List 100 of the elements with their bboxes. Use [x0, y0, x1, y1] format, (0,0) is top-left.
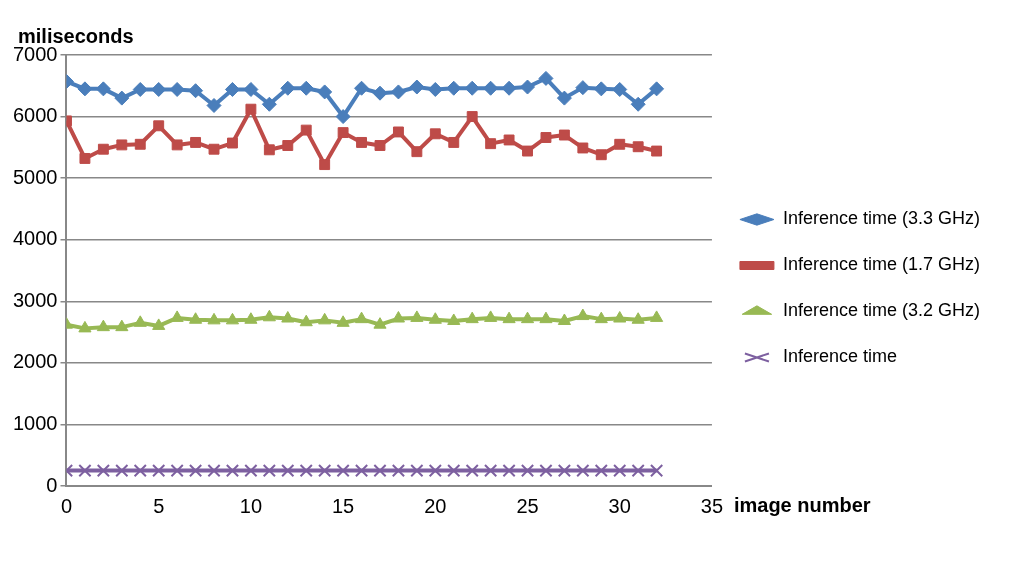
x-tick-label: 35 [700, 494, 724, 517]
y-tick-label: 6000 [12, 104, 58, 127]
point [558, 129, 570, 141]
y-tick-label: 3000 [12, 288, 58, 311]
point [318, 312, 332, 325]
point [115, 463, 129, 478]
point [227, 137, 238, 149]
point [299, 463, 313, 478]
point [373, 463, 387, 478]
point [390, 84, 406, 100]
point [207, 463, 221, 478]
point [243, 81, 259, 97]
point [556, 90, 572, 106]
point [392, 126, 404, 138]
point [448, 136, 460, 148]
point [446, 80, 462, 96]
point [134, 138, 146, 150]
y-tick-label: 1000 [12, 411, 58, 434]
point [300, 124, 312, 136]
point [613, 311, 627, 323]
point [335, 109, 351, 125]
legend-label: Inference time [782, 346, 897, 367]
point [354, 80, 370, 96]
point [97, 143, 109, 155]
point [650, 310, 664, 322]
point [484, 310, 498, 322]
legend-label: Inference time (3.3 GHz) [782, 208, 981, 229]
point [281, 463, 295, 478]
point [299, 314, 313, 327]
point [132, 81, 148, 97]
point [337, 127, 349, 139]
point [133, 315, 147, 327]
point [410, 463, 424, 478]
point [651, 145, 663, 157]
point [188, 83, 204, 99]
point [151, 81, 167, 97]
point [96, 463, 111, 478]
point [447, 463, 461, 478]
point [540, 132, 552, 143]
point [465, 463, 479, 478]
point [464, 80, 480, 96]
point [244, 312, 258, 324]
point [466, 111, 478, 123]
point [447, 313, 461, 325]
point [632, 141, 644, 153]
point [594, 463, 608, 478]
point [189, 312, 203, 324]
point [114, 90, 130, 106]
point [336, 463, 350, 478]
point [244, 463, 258, 478]
point [115, 319, 129, 332]
point [577, 142, 589, 154]
point [188, 463, 203, 478]
point [501, 80, 517, 96]
point [280, 80, 296, 96]
point [153, 120, 165, 132]
point [409, 79, 425, 95]
point [391, 463, 406, 478]
point [502, 463, 516, 478]
point [428, 312, 442, 324]
point [613, 463, 627, 478]
point [77, 81, 93, 97]
point [538, 70, 554, 86]
point [374, 140, 386, 151]
point [429, 128, 441, 140]
point [190, 136, 202, 148]
point [483, 463, 498, 478]
point [356, 136, 367, 148]
y-tick-label: 2000 [12, 350, 58, 373]
point [225, 312, 240, 325]
point [225, 463, 240, 478]
point [317, 84, 333, 100]
point [485, 138, 497, 150]
point [152, 463, 166, 478]
y-tick-label: 5000 [12, 165, 58, 188]
point [206, 97, 222, 113]
point [116, 139, 128, 151]
point [282, 140, 294, 151]
x-tick-label: 15 [331, 494, 355, 517]
x-tick-label: 10 [239, 494, 263, 517]
point [78, 320, 92, 333]
point [410, 310, 424, 322]
point [520, 311, 535, 324]
point [539, 463, 553, 478]
point [372, 85, 388, 101]
legend-label: Inference time (1.7 GHz) [782, 254, 981, 275]
point [208, 143, 220, 155]
point [631, 463, 645, 478]
point [319, 159, 331, 171]
point [96, 319, 110, 332]
x-tick-label: 0 [60, 494, 73, 517]
point [373, 317, 387, 329]
x-tick-label: 30 [608, 494, 631, 517]
point [95, 81, 111, 97]
point [649, 81, 665, 97]
x-tick-label: 25 [516, 494, 539, 517]
point [503, 134, 515, 146]
point [576, 308, 590, 321]
point [298, 80, 314, 96]
point [630, 96, 646, 112]
